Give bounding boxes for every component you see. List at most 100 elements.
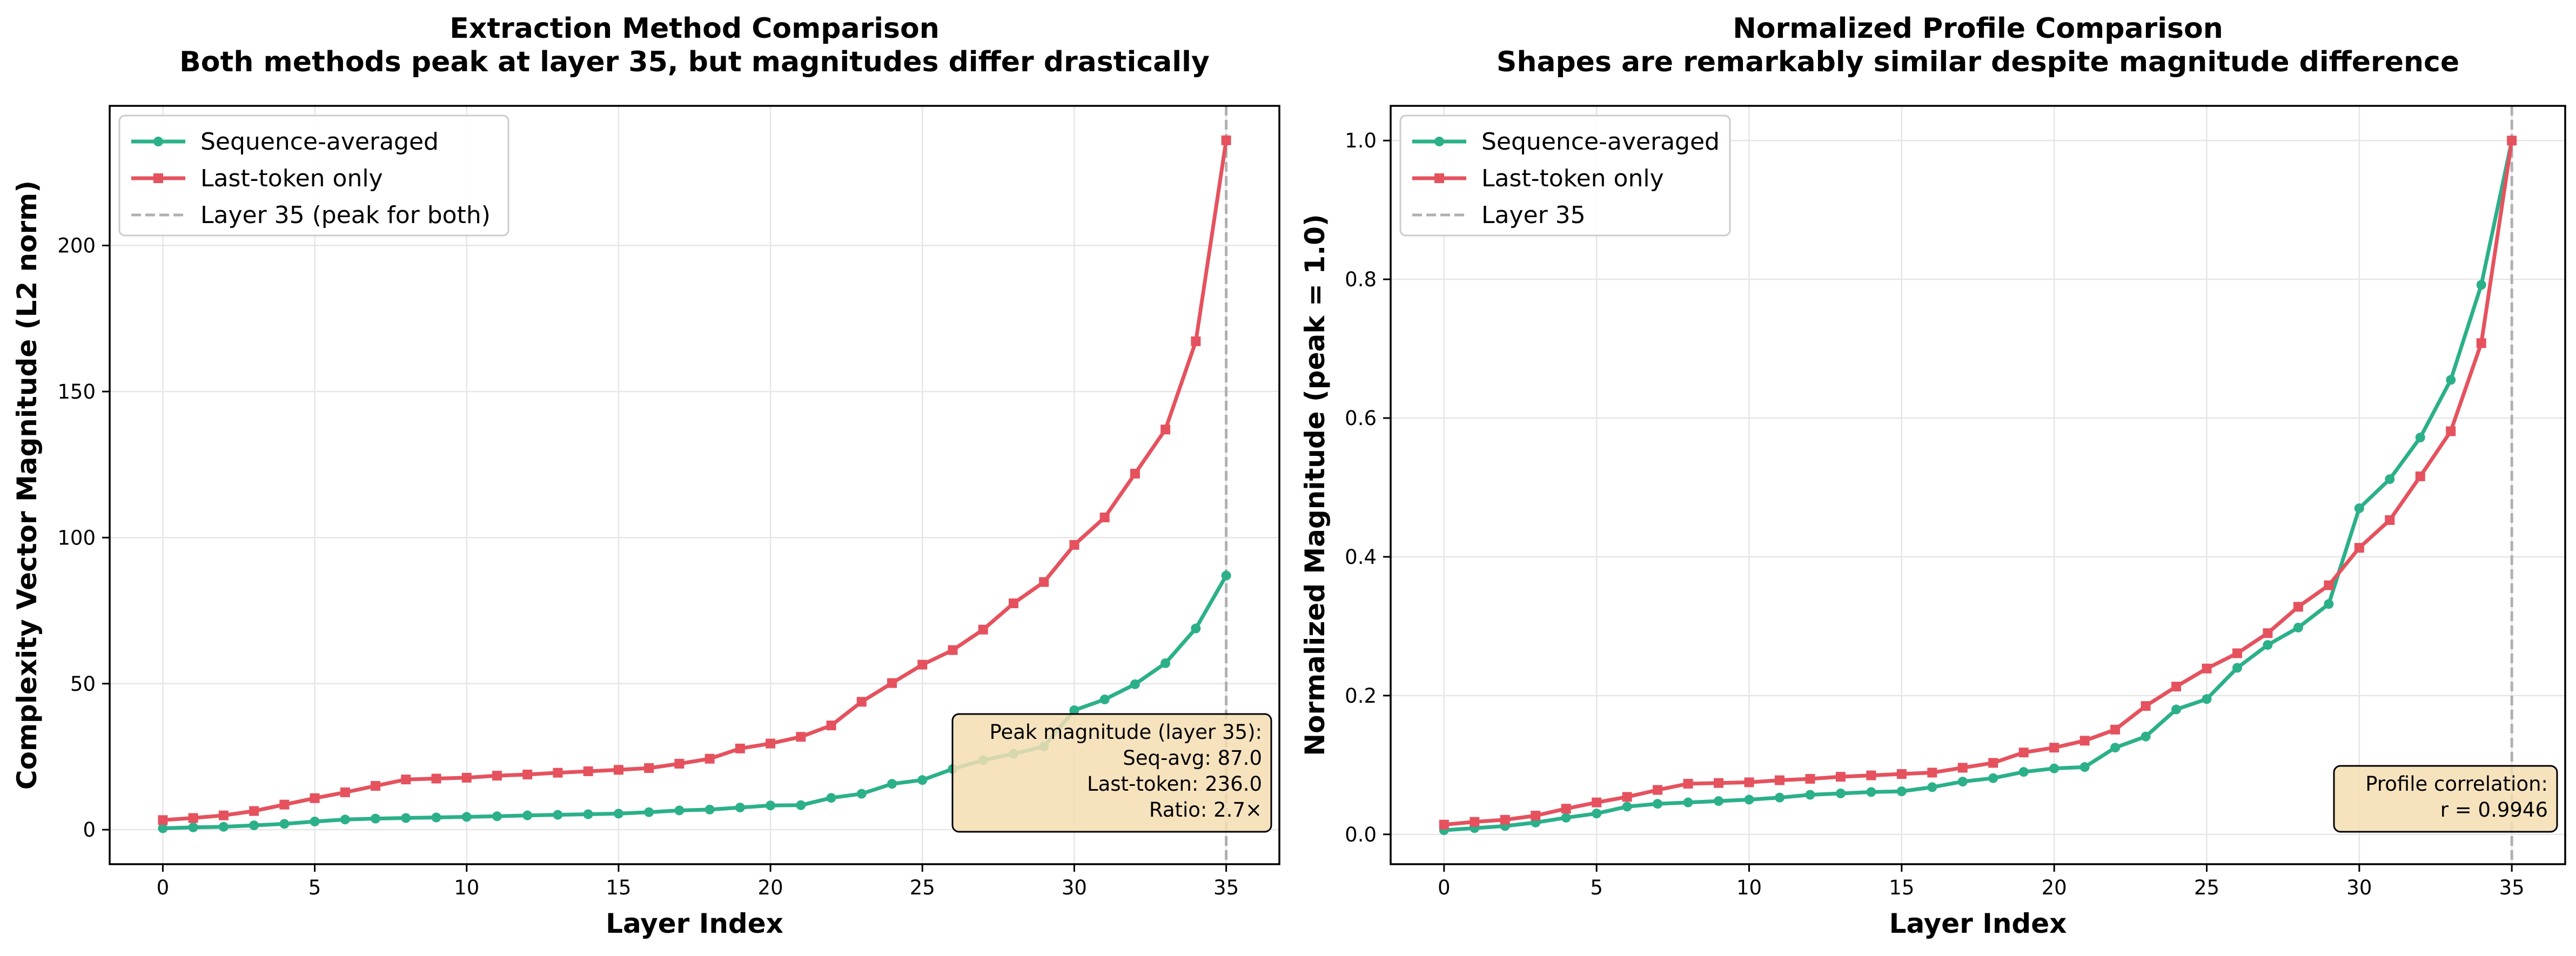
sequence-averaged-point bbox=[158, 823, 168, 833]
legend-sequence-averaged-marker bbox=[1434, 137, 1444, 146]
sequence-averaged-point bbox=[1099, 694, 1110, 704]
last-token-point bbox=[2293, 602, 2303, 612]
last-token-point bbox=[1866, 770, 1876, 780]
last-token-point bbox=[705, 753, 715, 764]
last-token-point bbox=[2324, 580, 2334, 590]
x-tick-label: 20 bbox=[758, 876, 783, 899]
sequence-averaged-line bbox=[1444, 140, 2514, 832]
sequence-averaged-point bbox=[1744, 795, 1754, 805]
last-token-point bbox=[796, 732, 806, 742]
y-tick-label: 100 bbox=[57, 526, 96, 549]
sequence-averaged-point bbox=[1896, 786, 1907, 797]
sequence-averaged-point bbox=[522, 810, 533, 820]
last-token-point bbox=[978, 624, 988, 635]
x-tick-label: 15 bbox=[606, 876, 631, 899]
last-token-point bbox=[2018, 748, 2029, 758]
axes-frame bbox=[109, 105, 1280, 865]
y-tick-label: 0.8 bbox=[1345, 268, 1377, 291]
last-token-point bbox=[1805, 774, 1815, 784]
sequence-averaged-point bbox=[1221, 570, 1231, 581]
sequence-averaged-point bbox=[1835, 788, 1846, 798]
x-tick-label: 30 bbox=[2346, 876, 2372, 899]
last-token-point bbox=[1927, 768, 1937, 778]
legend-last-token-label: Last-token only bbox=[200, 165, 383, 192]
last-token-point bbox=[826, 721, 836, 731]
last-token-point bbox=[1896, 769, 1907, 779]
last-token-point bbox=[1683, 778, 1693, 789]
sequence-averaged-point bbox=[796, 800, 806, 810]
x-tick-label: 25 bbox=[2194, 876, 2219, 899]
x-tick-label: 20 bbox=[2042, 876, 2067, 899]
sequence-averaged-point bbox=[2141, 731, 2151, 742]
sequence-averaged-point bbox=[1069, 705, 1079, 715]
last-token-point bbox=[1531, 811, 1541, 821]
sequence-averaged-point bbox=[2354, 503, 2364, 514]
last-token-point bbox=[553, 768, 563, 778]
legend-sequence-averaged-label: Sequence-averaged bbox=[1481, 128, 1720, 156]
annotation-text: Seq-avg: 87.0 bbox=[1123, 746, 1262, 770]
last-token-point bbox=[948, 645, 958, 655]
last-token-point bbox=[1039, 577, 1049, 587]
last-token-point bbox=[461, 772, 472, 783]
left-chart-panel: 0 5 10 15 20 25 30 35 0 50 100 150 200 Peak magnitude… bbox=[11, 12, 1280, 939]
sequence-averaged-point bbox=[2232, 663, 2242, 673]
sequence-averaged-point bbox=[1988, 773, 1998, 783]
sequence-averaged-point bbox=[674, 805, 685, 816]
last-token-point bbox=[1561, 804, 1571, 814]
last-token-point bbox=[674, 758, 685, 769]
last-token-point bbox=[2354, 543, 2364, 553]
y-tick-label: 0.4 bbox=[1345, 546, 1377, 569]
sequence-averaged-point bbox=[2202, 694, 2212, 704]
last-token-point bbox=[371, 781, 381, 791]
axes-frame bbox=[1390, 105, 2566, 865]
last-token-point bbox=[218, 810, 229, 820]
last-token-point bbox=[2141, 701, 2151, 711]
sequence-averaged-point bbox=[371, 813, 381, 824]
last-token-point bbox=[2171, 682, 2182, 692]
last-token-point bbox=[249, 806, 259, 816]
x-tick-label: 5 bbox=[1590, 876, 1603, 899]
right-title-line: Normalized Profile Comparison bbox=[1733, 12, 2223, 45]
x-tick-label: 15 bbox=[1889, 876, 1914, 899]
annotation-text: Ratio: 2.7× bbox=[1149, 798, 1262, 822]
sequence-averaged-point bbox=[310, 817, 320, 827]
sequence-averaged-point bbox=[2079, 762, 2090, 772]
last-token-point bbox=[279, 799, 290, 810]
sequence-averaged-point bbox=[735, 803, 745, 813]
legend-last-token-marker bbox=[153, 173, 163, 183]
left-y-axis-label: Complexity Vector Magnitude (L2 norm) bbox=[11, 180, 43, 790]
sequence-averaged-point bbox=[2446, 375, 2456, 385]
sequence-averaged-point bbox=[2293, 622, 2303, 632]
legend-sequence-averaged-label: Sequence-averaged bbox=[200, 128, 439, 156]
sequence-averaged-point bbox=[2171, 704, 2182, 715]
annotation-text: Peak magnitude (layer 35): bbox=[989, 721, 1262, 744]
sequence-averaged-point bbox=[249, 820, 259, 831]
sequence-averaged-point bbox=[583, 809, 593, 819]
last-token-point bbox=[2202, 663, 2212, 674]
y-tick-label: 0 bbox=[83, 818, 96, 841]
right-chart-panel: 0 5 10 15 20 25 30 35 0.0 0.2 0.4 0.6 0.8 1.0 Profile … bbox=[1299, 12, 2566, 939]
sequence-averaged-point bbox=[461, 812, 472, 822]
sequence-averaged-point bbox=[1592, 809, 1602, 819]
last-token-point bbox=[856, 697, 867, 707]
last-token-point bbox=[1069, 540, 1079, 550]
annotation-text: Profile correlation: bbox=[2365, 772, 2548, 796]
sequence-averaged-point bbox=[1957, 777, 1968, 787]
right-y-axis-label: Normalized Magnitude (peak = 1.0) bbox=[1299, 214, 1331, 756]
left-title-line: Extraction Method Comparison bbox=[450, 12, 940, 45]
last-token-point bbox=[2415, 471, 2425, 481]
last-token-point bbox=[766, 738, 776, 749]
last-token-point bbox=[2446, 426, 2456, 436]
last-token-point bbox=[613, 765, 623, 775]
legend-reference-label: Layer 35 bbox=[1481, 201, 1586, 229]
sequence-averaged-point bbox=[644, 807, 654, 817]
last-token-point bbox=[1835, 772, 1846, 782]
last-token-point bbox=[1988, 758, 1998, 768]
sequence-averaged-point bbox=[188, 822, 198, 832]
y-tick-label: 200 bbox=[57, 234, 96, 258]
legend-last-token-marker bbox=[1434, 173, 1444, 183]
last-token-point bbox=[1221, 135, 1231, 145]
sequence-averaged-point bbox=[2049, 763, 2060, 773]
sequence-averaged-point bbox=[1805, 790, 1815, 800]
x-tick-label: 35 bbox=[2499, 876, 2525, 899]
